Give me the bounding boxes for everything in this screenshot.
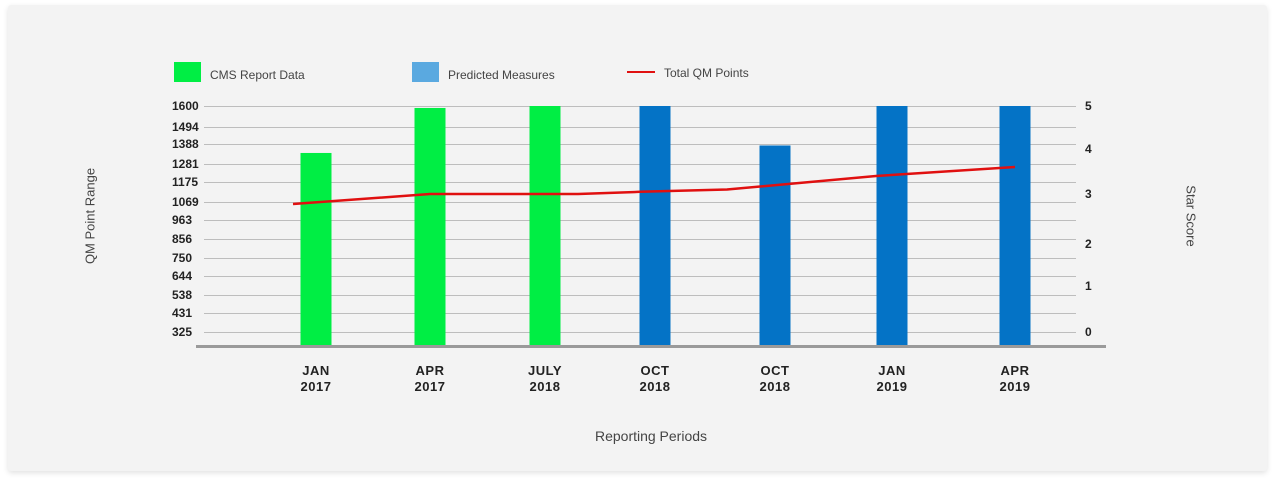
y-tick-label: 1175 [172, 175, 198, 189]
chart-card [8, 5, 1267, 471]
x-tick-label-month: APR [416, 363, 445, 378]
x-tick-label-month: APR [1001, 363, 1030, 378]
y-tick-label: 856 [172, 232, 192, 246]
y-tick-label: 1600 [172, 99, 199, 113]
x-axis-title: Reporting Periods [594, 428, 708, 444]
x-tick-label-year: 2017 [415, 379, 446, 394]
x-axis-line [196, 345, 1106, 348]
x-tick-label-month: JAN [878, 363, 906, 378]
bar [876, 106, 908, 348]
y2-tick-label: 2 [1085, 237, 1092, 251]
x-tick-label-year: 2019 [1000, 379, 1031, 394]
x-tick-label-year: 2018 [640, 379, 671, 394]
bar [300, 152, 332, 348]
y-tick-label: 1069 [172, 195, 199, 209]
y-tick-label: 431 [172, 306, 192, 320]
bar [414, 107, 446, 348]
x-tick-label-year: 2018 [530, 379, 561, 394]
legend-swatch-predicted [412, 62, 439, 82]
x-tick-label-month: JULY [528, 363, 562, 378]
x-tick-label-month: JAN [302, 363, 330, 378]
bar [759, 145, 791, 348]
y-tick-label: 538 [172, 288, 192, 302]
legend-swatch-total [627, 71, 655, 73]
bar [639, 106, 671, 348]
legend-item-predicted: Predicted Measures [412, 62, 555, 82]
legend-label-total: Total QM Points [664, 66, 749, 80]
y2-tick-label: 0 [1085, 325, 1092, 339]
x-tick-label-year: 2019 [877, 379, 908, 394]
y2-tick-label: 3 [1085, 187, 1092, 201]
x-tick-label-year: 2018 [760, 379, 791, 394]
legend-swatch-cms [174, 62, 201, 82]
y-tick-label: 963 [172, 213, 192, 227]
y2-tick-label: 4 [1085, 142, 1092, 156]
y-tick-label: 1388 [172, 137, 199, 151]
x-tick-label-month: OCT [761, 363, 790, 378]
x-tick-label-year: 2017 [301, 379, 332, 394]
x-tick-label-month: OCT [641, 363, 670, 378]
legend-label-predicted: Predicted Measures [448, 68, 555, 82]
y2-tick-label: 5 [1085, 99, 1092, 113]
legend-item-cms: CMS Report Data [174, 62, 305, 82]
bar [999, 106, 1031, 348]
y-tick-label: 325 [172, 325, 192, 339]
y-tick-label: 1494 [172, 120, 199, 134]
y-tick-label: 644 [172, 269, 192, 283]
y-tick-label: 750 [172, 251, 192, 265]
bar [529, 106, 561, 348]
y2-tick-label: 1 [1085, 279, 1092, 293]
legend-item-total: Total QM Points [627, 66, 749, 80]
legend-label-cms: CMS Report Data [210, 68, 305, 82]
y-tick-label: 1281 [172, 157, 199, 171]
